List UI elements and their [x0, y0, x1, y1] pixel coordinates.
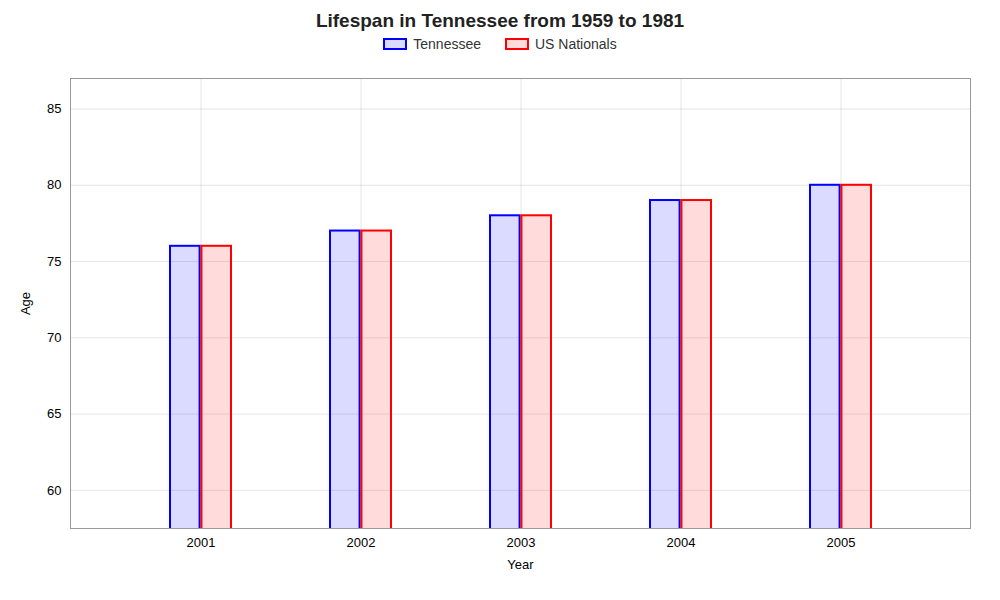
svg-text:Year: Year — [507, 557, 534, 572]
svg-text:2003: 2003 — [507, 535, 536, 550]
svg-text:Age: Age — [18, 292, 33, 315]
svg-text:75: 75 — [47, 254, 61, 269]
svg-text:80: 80 — [47, 177, 61, 192]
svg-text:85: 85 — [47, 101, 61, 116]
svg-text:2005: 2005 — [827, 535, 856, 550]
html-text:Lifespan in Tennessee from 195: Lifespan in Tennessee from 1959 to 1981 — [315, 10, 685, 31]
svg-text:65: 65 — [47, 406, 61, 421]
svg-text:70: 70 — [47, 330, 61, 345]
svg-text:2004: 2004 — [667, 535, 696, 550]
html-text:Tennessee: Tennessee — [413, 36, 481, 52]
svg-text:2001: 2001 — [187, 535, 216, 550]
svg-text:60: 60 — [47, 483, 61, 498]
html-text:US Nationals: US Nationals — [535, 36, 617, 52]
svg-text:2002: 2002 — [347, 535, 376, 550]
